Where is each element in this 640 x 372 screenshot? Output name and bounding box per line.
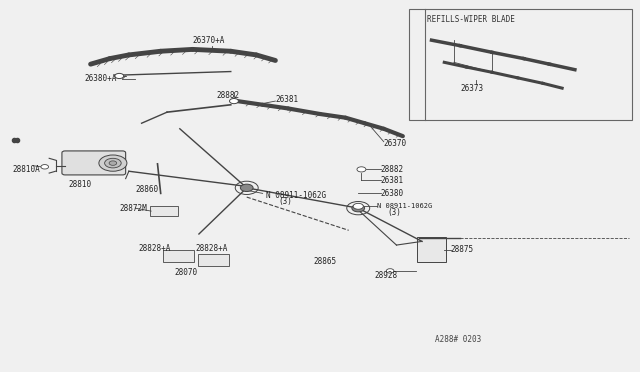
Circle shape [241,184,253,192]
Text: N 08911-1062G: N 08911-1062G [378,203,433,209]
Text: 26380+A: 26380+A [84,74,116,83]
Circle shape [99,155,127,171]
Text: 28070: 28070 [175,268,198,277]
Circle shape [104,158,121,168]
Text: REFILLS-WIPER BLADE: REFILLS-WIPER BLADE [427,15,515,24]
Text: (3): (3) [387,208,401,217]
Text: 28872M: 28872M [119,203,147,213]
Text: 28882: 28882 [381,165,404,174]
Text: 28865: 28865 [314,257,337,266]
Circle shape [357,167,366,172]
FancyBboxPatch shape [417,237,445,262]
Text: 28810A: 28810A [13,165,40,174]
Text: (3): (3) [278,197,292,206]
Text: 26370+A: 26370+A [193,36,225,45]
Text: 26381: 26381 [275,95,298,104]
Text: 28875: 28875 [451,245,474,254]
FancyBboxPatch shape [198,254,229,266]
Circle shape [115,73,124,78]
Text: 26370: 26370 [384,139,407,148]
Text: 26373: 26373 [460,84,483,93]
Text: 28828+A: 28828+A [196,244,228,253]
Text: 28882: 28882 [216,91,239,100]
Circle shape [387,269,394,273]
FancyBboxPatch shape [150,206,178,216]
Circle shape [230,99,239,104]
Circle shape [353,203,364,209]
Text: 28928: 28928 [374,271,397,280]
Text: 28810: 28810 [68,180,92,189]
Circle shape [41,164,49,169]
Text: 28860: 28860 [135,185,158,194]
FancyBboxPatch shape [163,250,194,262]
Text: A288# 0203: A288# 0203 [435,335,481,344]
FancyBboxPatch shape [62,151,125,175]
Text: N 08911-1062G: N 08911-1062G [266,191,326,200]
Text: 28828+A: 28828+A [138,244,171,253]
Bar [409,9,632,119]
Text: 26380: 26380 [381,189,404,198]
Circle shape [109,161,116,165]
Circle shape [352,205,365,212]
Text: 26381: 26381 [381,176,404,185]
